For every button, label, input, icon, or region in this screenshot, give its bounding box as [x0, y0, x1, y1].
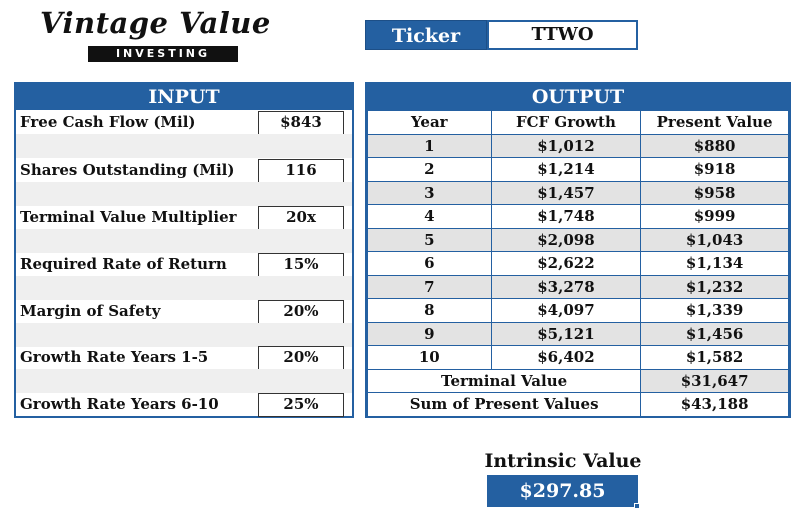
- present-value-cell[interactable]: $1,339: [640, 298, 789, 323]
- table-row: 4 $1,748 $999: [367, 204, 789, 229]
- table-row: 5 $2,098 $1,043: [367, 227, 789, 252]
- input-spacer-row: [16, 134, 352, 158]
- output-header: OUTPUT: [367, 84, 789, 110]
- year-cell[interactable]: 6: [367, 251, 492, 276]
- input-label: Margin of Safety: [20, 302, 161, 320]
- present-value-cell[interactable]: $1,043: [640, 227, 789, 252]
- table-row: 2 $1,214 $918: [367, 157, 789, 182]
- present-value-cell[interactable]: $958: [640, 180, 789, 205]
- input-row-terminal-multiplier: Terminal Value Multiplier 20x: [16, 205, 352, 230]
- fcf-growth-cell[interactable]: $2,622: [490, 251, 642, 276]
- terminal-value-row: Terminal Value $31,647: [366, 368, 789, 393]
- input-label: Required Rate of Return: [20, 255, 227, 273]
- terminal-value-label: Terminal Value: [366, 368, 642, 393]
- input-spacer-row: [16, 182, 352, 206]
- year-cell[interactable]: 3: [367, 180, 492, 205]
- table-row: 9 $5,121 $1,456: [367, 321, 789, 346]
- input-row-growth-6-10: Growth Rate Years 6-10 25%: [16, 392, 352, 417]
- input-spacer-row: [16, 369, 352, 393]
- present-value-cell[interactable]: $1,232: [640, 274, 789, 299]
- fcf-growth-cell[interactable]: $1,214: [490, 157, 642, 182]
- input-row-margin-of-safety: Margin of Safety 20%: [16, 299, 352, 324]
- input-row-required-return: Required Rate of Return 15%: [16, 252, 352, 277]
- year-cell[interactable]: 10: [367, 345, 492, 370]
- table-header-row: Year FCF Growth Present Value: [367, 110, 789, 135]
- intrinsic-value-label: Intrinsic Value: [484, 450, 642, 472]
- fcf-growth-cell[interactable]: $6,402: [490, 345, 642, 370]
- input-label: Terminal Value Multiplier: [20, 208, 237, 226]
- input-row-free-cash-flow: Free Cash Flow (Mil) $843: [16, 110, 352, 135]
- table-row: 8 $4,097 $1,339: [367, 298, 789, 323]
- input-header: INPUT: [16, 84, 352, 110]
- ticker-label: Ticker: [365, 20, 487, 50]
- growth-rate-1-5-cell[interactable]: 20%: [258, 346, 344, 370]
- fcf-growth-cell[interactable]: $1,012: [490, 133, 642, 158]
- column-header-present-value: Present Value: [640, 110, 789, 135]
- fcf-growth-cell[interactable]: $2,098: [490, 227, 642, 252]
- input-label: Growth Rate Years 1-5: [20, 348, 209, 366]
- input-label: Growth Rate Years 6-10: [20, 395, 219, 413]
- year-cell[interactable]: 7: [367, 274, 492, 299]
- table-row: 6 $2,622 $1,134: [367, 251, 789, 276]
- sum-present-values-row: Sum of Present Values $43,188: [366, 392, 789, 417]
- year-cell[interactable]: 2: [367, 157, 492, 182]
- intrinsic-value-cell[interactable]: $297.85: [487, 475, 638, 507]
- table-row: 7 $3,278 $1,232: [367, 274, 789, 299]
- column-header-year: Year: [367, 110, 492, 135]
- table-row: 10 $6,402 $1,582: [367, 345, 789, 370]
- input-panel: INPUT Free Cash Flow (Mil) $843 Shares O…: [14, 82, 354, 418]
- required-return-cell[interactable]: 15%: [258, 253, 344, 277]
- table-row: 3 $1,457 $958: [367, 180, 789, 205]
- year-cell[interactable]: 9: [367, 321, 492, 346]
- margin-of-safety-cell[interactable]: 20%: [258, 300, 344, 324]
- present-value-cell[interactable]: $1,456: [640, 321, 789, 346]
- terminal-value-cell[interactable]: $31,647: [640, 368, 789, 393]
- logo-subtitle: INVESTING: [88, 46, 238, 62]
- logo-script-text: Vintage Value: [40, 6, 271, 40]
- sum-present-values-label: Sum of Present Values: [366, 392, 642, 417]
- input-spacer-row: [16, 323, 352, 347]
- input-spacer-row: [16, 276, 352, 300]
- output-panel: OUTPUT Year FCF Growth Present Value 1 $…: [365, 82, 791, 418]
- fcf-growth-cell[interactable]: $4,097: [490, 298, 642, 323]
- input-row-growth-1-5: Growth Rate Years 1-5 20%: [16, 345, 352, 370]
- terminal-multiplier-cell[interactable]: 20x: [258, 206, 344, 230]
- present-value-cell[interactable]: $1,134: [640, 251, 789, 276]
- input-spacer-row: [16, 229, 352, 253]
- year-cell[interactable]: 5: [367, 227, 492, 252]
- present-value-cell[interactable]: $1,582: [640, 345, 789, 370]
- vintage-value-logo: Vintage Value INVESTING: [40, 6, 270, 64]
- growth-rate-6-10-cell[interactable]: 25%: [258, 393, 344, 417]
- present-value-cell[interactable]: $880: [640, 133, 789, 158]
- input-label: Free Cash Flow (Mil): [20, 113, 196, 131]
- shares-outstanding-cell[interactable]: 116: [258, 159, 344, 183]
- fill-handle[interactable]: [634, 503, 640, 509]
- year-cell[interactable]: 4: [367, 204, 492, 229]
- column-header-fcf-growth: FCF Growth: [490, 110, 642, 135]
- table-row: 1 $1,012 $880: [367, 133, 789, 158]
- sum-present-values-cell[interactable]: $43,188: [640, 392, 789, 417]
- fcf-growth-cell[interactable]: $3,278: [490, 274, 642, 299]
- year-cell[interactable]: 8: [367, 298, 492, 323]
- present-value-cell[interactable]: $999: [640, 204, 789, 229]
- free-cash-flow-cell[interactable]: $843: [258, 111, 344, 135]
- input-label: Shares Outstanding (Mil): [20, 161, 235, 179]
- year-cell[interactable]: 1: [367, 133, 492, 158]
- fcf-growth-cell[interactable]: $1,457: [490, 180, 642, 205]
- input-row-shares: Shares Outstanding (Mil) 116: [16, 158, 352, 183]
- fcf-growth-cell[interactable]: $1,748: [490, 204, 642, 229]
- output-table: Year FCF Growth Present Value 1 $1,012 $…: [366, 110, 789, 417]
- present-value-cell[interactable]: $918: [640, 157, 789, 182]
- fcf-growth-cell[interactable]: $5,121: [490, 321, 642, 346]
- ticker-input-cell[interactable]: TTWO: [487, 20, 638, 50]
